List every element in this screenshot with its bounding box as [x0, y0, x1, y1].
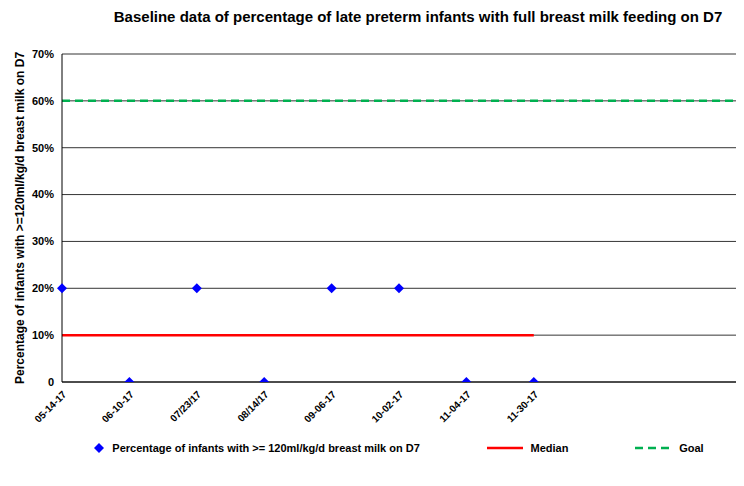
svg-text:11-04-17: 11-04-17 [437, 388, 473, 424]
svg-text:08/14/17: 08/14/17 [235, 388, 271, 424]
svg-text:09-06-17: 09-06-17 [302, 388, 338, 424]
svg-text:30%: 30% [32, 235, 54, 247]
svg-text:06-10-17: 06-10-17 [100, 388, 136, 424]
svg-text:0: 0 [48, 376, 54, 388]
html-text:Median: Median [530, 442, 569, 454]
svg-text:11-30-17: 11-30-17 [505, 388, 541, 424]
svg-text:Percentage of infants with >=1: Percentage of infants with >=120ml/kg/d … [13, 52, 27, 384]
svg-text:40%: 40% [32, 188, 54, 200]
svg-text:05-14-17: 05-14-17 [32, 388, 68, 424]
svg-text:70%: 70% [32, 48, 54, 60]
svg-text:10%: 10% [32, 329, 54, 341]
svg-text:20%: 20% [32, 282, 54, 294]
html-text:Percentage of infants with >=: Percentage of infants with >= 120ml/kg/d… [112, 442, 420, 454]
html-text:Goal: Goal [679, 442, 704, 454]
svg-text:10-02-17: 10-02-17 [369, 388, 405, 424]
svg-text:60%: 60% [32, 95, 54, 107]
svg-text:50%: 50% [32, 142, 54, 154]
svg-text:07/23/17: 07/23/17 [168, 388, 204, 424]
html-text:Baseline data of percentage of: Baseline data of percentage of late pret… [113, 8, 723, 25]
